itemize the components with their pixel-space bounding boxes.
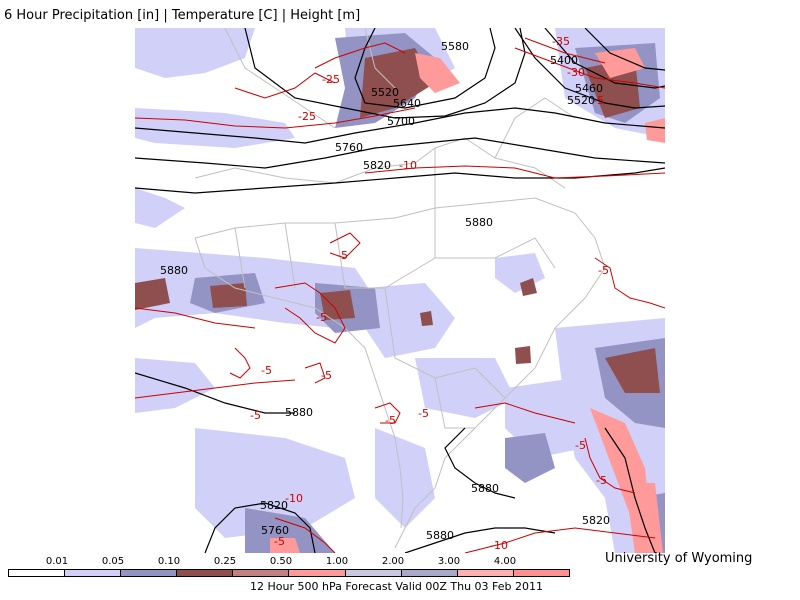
legend-tick: 3.00	[437, 556, 461, 567]
legend-tick: 0.25	[213, 556, 237, 567]
colorbar-segment	[401, 570, 458, 576]
temperature-label: -30	[567, 66, 585, 79]
height-label: 5820	[582, 514, 610, 527]
colorbar-segment	[513, 570, 569, 576]
temperature-label: -5	[261, 364, 272, 377]
temperature-label: -5	[598, 264, 609, 277]
height-label: 5640	[393, 97, 421, 110]
temperature-label: -5	[321, 369, 332, 382]
legend-tick: 1.00	[325, 556, 349, 567]
height-label: 5400	[550, 54, 578, 67]
colorbar-segment	[233, 570, 290, 576]
legend-tick: 0.05	[101, 556, 125, 567]
temperature-label: -5	[596, 474, 607, 487]
legend-tick: 2.00	[381, 556, 405, 567]
temperature-label: -5	[593, 94, 604, 107]
height-label: 5460	[575, 82, 603, 95]
legend-tick: 4.00	[493, 556, 517, 567]
temperature-label: -10	[490, 539, 508, 552]
temperature-label: -5	[250, 409, 261, 422]
legend-tick: 0.10	[157, 556, 181, 567]
height-label: 5700	[387, 115, 415, 128]
height-label: 5760	[335, 141, 363, 154]
credit-label: University of Wyoming	[605, 551, 753, 566]
legend-tick: 0.50	[269, 556, 293, 567]
height-label: 5520	[371, 86, 399, 99]
colorbar-segment	[177, 570, 234, 576]
height-contours	[135, 28, 665, 553]
height-label: 5880	[426, 529, 454, 542]
temperature-label: -25	[322, 73, 340, 86]
colorbar-segment	[289, 570, 346, 576]
colorbar-segment	[345, 570, 402, 576]
height-label: 5880	[285, 406, 313, 419]
height-label: 5760	[261, 524, 289, 537]
temperature-label: -25	[298, 110, 316, 123]
forecast-map: 5580 5400 5520 5460 5520 5640 5700 5760 …	[135, 28, 665, 553]
temperature-label: -5	[418, 407, 429, 420]
height-label: 5820	[363, 159, 391, 172]
height-label: 5880	[465, 216, 493, 229]
temperature-label: -10	[285, 492, 303, 505]
temperature-label: -5	[316, 311, 327, 324]
temperature-label: -5	[337, 249, 348, 262]
temperature-contours	[135, 37, 665, 553]
colorbar-segment	[65, 570, 122, 576]
temperature-label: -5	[575, 439, 586, 452]
height-labels: 5580 5400 5520 5460 5520 5640 5700 5760 …	[160, 40, 610, 542]
temperature-label: -10	[399, 159, 417, 172]
height-label: 5520	[567, 94, 595, 107]
legend-tick: 0.01	[45, 556, 69, 567]
height-label: 5880	[471, 482, 499, 495]
colorbar-segment	[121, 570, 178, 576]
temperature-label: -35	[552, 35, 570, 48]
height-label: 5580	[441, 40, 469, 53]
height-label: 5880	[160, 264, 188, 277]
forecast-footer: 12 Hour 500 hPa Forecast Valid 00Z Thu 0…	[250, 580, 544, 593]
temperature-label: -5	[385, 414, 396, 427]
map-svg: 5580 5400 5520 5460 5520 5640 5700 5760 …	[135, 28, 665, 553]
colorbar-segment	[9, 570, 66, 576]
chart-title: 6 Hour Precipitation [in] | Temperature …	[4, 8, 361, 23]
temperature-label: -5	[274, 535, 285, 548]
precip-colorbar	[8, 569, 570, 577]
colorbar-segment	[457, 570, 514, 576]
temperature-labels: -35 -30 -25 -25 -5 -10 -5 -5 -5 -5 -5 -5…	[250, 35, 609, 552]
height-label: 5820	[260, 499, 288, 512]
